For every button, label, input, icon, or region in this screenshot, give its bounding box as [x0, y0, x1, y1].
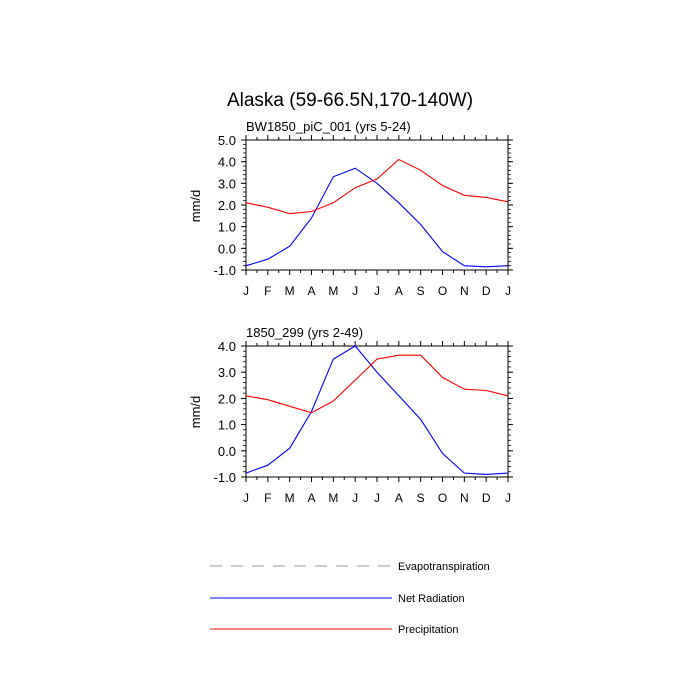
y-axis-label: mm/d	[188, 190, 203, 223]
plot-frame	[245, 345, 509, 478]
panel-bottom: 1850_299 (yrs 2-49) mm/d J F M A M J J A S O N D J4.…	[188, 325, 513, 505]
x-tick-label: A	[307, 491, 315, 505]
y-tick-label: 5.0	[218, 133, 236, 148]
x-tick-label: J	[505, 284, 511, 298]
y-tick-label: 1.0	[218, 418, 236, 433]
y-tick-label: 0.0	[218, 444, 236, 459]
legend-label-evapotranspiration: Evapotranspiration	[398, 561, 490, 573]
series-line-precipitation	[245, 158, 509, 215]
x-tick-label: J	[374, 491, 380, 505]
x-tick-label: N	[460, 491, 469, 505]
y-tick-label: 4.0	[218, 155, 236, 170]
figure-title: Alaska (59-66.5N,170-140W)	[227, 90, 473, 111]
x-tick-label: M	[285, 491, 295, 505]
plot-frame	[245, 139, 509, 271]
x-tick-label: S	[417, 284, 425, 298]
x-tick-label: J	[352, 491, 358, 505]
x-tick-label: J	[243, 491, 249, 505]
panel-subtitle: BW1850_piC_001 (yrs 5-24)	[246, 119, 411, 134]
series-line-net-radiation	[245, 167, 509, 268]
x-tick-label: F	[264, 491, 271, 505]
x-tick-label: M	[328, 491, 338, 505]
x-tick-label: D	[482, 491, 491, 505]
panel-subtitle: 1850_299 (yrs 2-49)	[246, 325, 363, 340]
x-tick-label: J	[352, 284, 358, 298]
y-tick-label: -1.0	[214, 470, 236, 485]
x-tick-label: A	[395, 284, 403, 298]
y-tick-label: 1.0	[218, 220, 236, 235]
x-tick-label: F	[264, 284, 271, 298]
y-tick-label: 0.0	[218, 241, 236, 256]
legend-label-precipitation: Precipitation	[398, 624, 459, 636]
legend-label-net-radiation: Net Radiation	[398, 593, 465, 605]
y-axis-label: mm/d	[188, 396, 203, 429]
legend: Evapotranspiration Net Radiation Precipi…	[210, 561, 490, 636]
x-tick-label: A	[307, 284, 315, 298]
x-tick-label: M	[328, 284, 338, 298]
y-tick-label: 2.0	[218, 391, 236, 406]
y-tick-label: -1.0	[214, 263, 236, 278]
x-tick-label: O	[438, 284, 447, 298]
x-tick-label: M	[285, 284, 295, 298]
y-tick-label: 2.0	[218, 198, 236, 213]
y-tick-label: 4.0	[218, 339, 236, 354]
x-tick-label: D	[482, 284, 491, 298]
x-tick-label: A	[395, 491, 403, 505]
x-tick-label: O	[438, 491, 447, 505]
series-line-precipitation	[245, 354, 509, 414]
x-tick-label: S	[417, 491, 425, 505]
x-tick-label: J	[374, 284, 380, 298]
y-tick-label: 3.0	[218, 365, 236, 380]
series-line-net-radiation	[245, 345, 509, 475]
x-tick-label: N	[460, 284, 469, 298]
x-tick-label: J	[243, 284, 249, 298]
x-tick-label: J	[505, 491, 511, 505]
y-tick-label: 3.0	[218, 176, 236, 191]
